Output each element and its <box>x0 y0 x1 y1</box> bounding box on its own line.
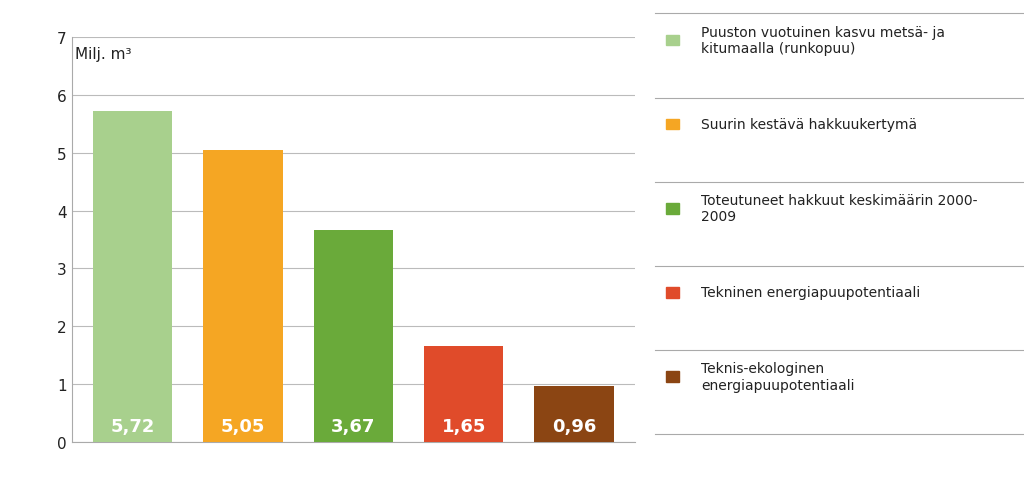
Text: Tekninen energiapuupotentiaali: Tekninen energiapuupotentiaali <box>701 286 921 300</box>
Text: Teknis-ekologinen
energiapuupotentiaali: Teknis-ekologinen energiapuupotentiaali <box>701 362 855 392</box>
Text: Toteutuneet hakkuut keskimäärin 2000-
2009: Toteutuneet hakkuut keskimäärin 2000- 20… <box>701 194 978 224</box>
Text: Suurin kestävä hakkuukertymä: Suurin kestävä hakkuukertymä <box>701 118 918 132</box>
Bar <box>92 112 172 442</box>
Text: 5,05: 5,05 <box>220 417 265 435</box>
Text: 1,65: 1,65 <box>441 417 486 435</box>
Text: Milj. m³: Milj. m³ <box>75 47 131 62</box>
Text: 5,72: 5,72 <box>111 417 155 435</box>
Bar <box>203 151 283 442</box>
Text: 3,67: 3,67 <box>331 417 376 435</box>
Bar <box>313 230 393 442</box>
Text: Puuston vuotuinen kasvu metsä- ja
kitumaalla (runkopuu): Puuston vuotuinen kasvu metsä- ja kituma… <box>701 26 945 56</box>
Bar <box>424 347 504 442</box>
Bar <box>535 386 614 442</box>
Text: 0,96: 0,96 <box>552 417 596 435</box>
